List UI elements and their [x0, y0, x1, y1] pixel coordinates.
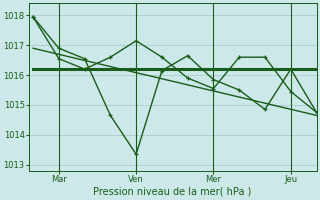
- X-axis label: Pression niveau de la mer( hPa ): Pression niveau de la mer( hPa ): [93, 187, 252, 197]
